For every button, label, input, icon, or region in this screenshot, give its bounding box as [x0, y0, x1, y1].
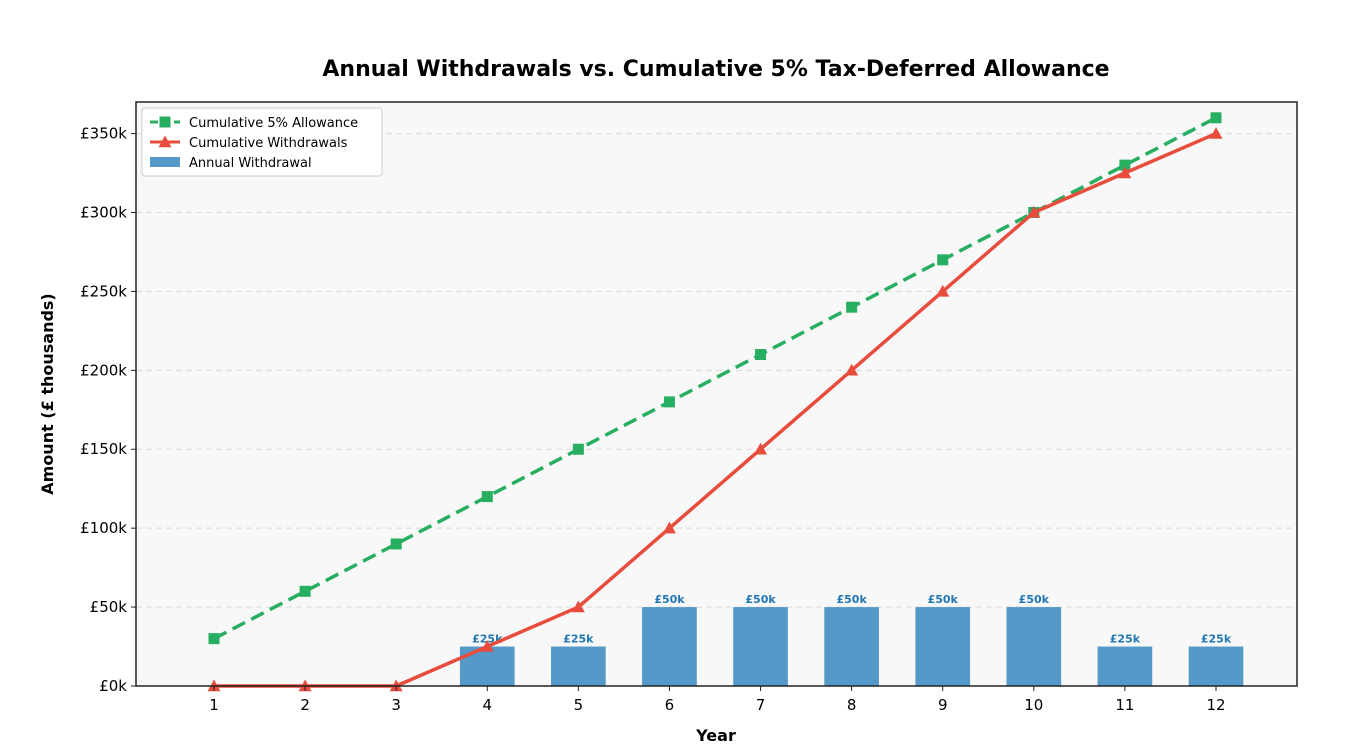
- cumulative-withdrawals-point: [480, 640, 494, 652]
- cumulative-5-allowance-point: [663, 396, 675, 408]
- cumulative-withdrawals-point: [1027, 205, 1041, 218]
- cumulative-5-allowance-point: [572, 443, 584, 455]
- x-tick-label: 5: [574, 696, 584, 714]
- cumulative-5-allowance-point: [208, 633, 220, 645]
- bar-value-label: £50k: [1019, 593, 1050, 606]
- bar-value-label: £50k: [836, 593, 867, 606]
- cumulative-withdrawals-point: [754, 442, 768, 455]
- cumulative-5-allowance-point: [1119, 159, 1131, 171]
- legend: Cumulative 5% Allowance Cumulative Withdr…: [141, 107, 383, 177]
- annual-withdrawal-bar: [1006, 607, 1062, 686]
- y-tick-label: £50k: [90, 598, 128, 616]
- annual-withdrawal-bar: [1188, 646, 1244, 686]
- y-tick-label: £100k: [80, 519, 127, 537]
- annual-withdrawal-bar: [824, 607, 879, 686]
- bar-value-label: £25k: [563, 633, 594, 646]
- x-tick-label: 4: [482, 696, 492, 714]
- cumulative-5-allowance-point: [1210, 112, 1222, 124]
- legend-label-cumulative-5-allowance: Cumulative 5% Allowance: [189, 116, 358, 131]
- legend-marker-cumulative-5-allowance: [159, 116, 171, 128]
- cumulative-5-allowance-point: [299, 585, 311, 597]
- x-tick-label: 1: [209, 696, 219, 714]
- y-tick-label: £0k: [99, 677, 127, 695]
- y-tick-label: £250k: [80, 282, 127, 300]
- x-tick-label: 6: [665, 696, 675, 714]
- x-tick-label: 3: [391, 696, 401, 714]
- bar-series: [459, 607, 1244, 686]
- annual-withdrawal-bar: [459, 646, 515, 686]
- cumulative-withdrawals-point: [845, 363, 859, 376]
- annual-withdrawal-bar: [642, 607, 697, 686]
- cumulative-withdrawals-point: [936, 284, 950, 297]
- cumulative-withdrawals-point: [1118, 166, 1132, 179]
- x-axis: 1 2 3 4 5 6 7 8 9 10 11 12: [209, 686, 1226, 714]
- x-tick-label: 10: [1024, 696, 1043, 714]
- x-tick-label: 8: [847, 696, 857, 714]
- cumulative-withdrawals-point: [1209, 127, 1223, 139]
- bar-value-label: £50k: [745, 593, 776, 606]
- bar-value-label: £50k: [654, 593, 685, 606]
- x-tick-label: 2: [300, 696, 310, 714]
- cumulative-5-allowance-point: [846, 301, 858, 313]
- bar-value-label: £50k: [928, 593, 959, 606]
- y-tick-label: £300k: [80, 203, 127, 221]
- y-tick-label: £350k: [80, 125, 127, 143]
- x-tick-label: 12: [1206, 696, 1225, 714]
- cumulative-withdrawals-point: [571, 600, 585, 613]
- cumulative-5-allowance-point: [937, 254, 949, 266]
- legend-label-cumulative-withdrawals: Cumulative Withdrawals: [189, 136, 348, 151]
- x-tick-label: 11: [1115, 696, 1134, 714]
- annual-withdrawal-bar: [551, 646, 606, 686]
- y-axis: £0k £50k £100k £150k £200k £250k £300k £350k: [80, 125, 136, 695]
- x-tick-label: 7: [756, 696, 766, 714]
- legend-marker-cumulative-withdrawals: [158, 135, 172, 148]
- bar-labels: £25k £25k£50k £50k £50k £50k £50k£25k £25k: [472, 593, 1232, 645]
- plot-area: [136, 102, 1297, 686]
- legend-box: [141, 107, 383, 177]
- y-axis-label: Amount (£ thousands): [38, 293, 57, 494]
- bar-value-label: £25k: [1110, 633, 1141, 646]
- legend-label-annual-withdrawal: Annual Withdrawal: [189, 156, 312, 171]
- y-tick-label: £150k: [80, 440, 127, 458]
- legend-swatch-annual-withdrawal: [150, 157, 180, 167]
- cumulative-5-allowance-point: [390, 538, 402, 550]
- chart-title: Annual Withdrawals vs. Cumulative 5% Tax…: [322, 57, 1109, 82]
- bar-value-label: £25k: [1201, 633, 1232, 646]
- y-tick-label: £200k: [80, 361, 127, 379]
- annual-withdrawal-bar: [1097, 646, 1153, 686]
- cumulative-5-allowance-point: [755, 349, 767, 361]
- x-tick-label: 9: [938, 696, 948, 714]
- x-axis-label: Year: [695, 726, 736, 745]
- annual-withdrawal-bar: [915, 607, 971, 686]
- plot-frame: [135, 101, 1298, 687]
- annual-withdrawal-bar: [733, 607, 788, 686]
- cumulative-withdrawals-point: [662, 521, 676, 534]
- cumulative-5-allowance-point: [481, 491, 493, 503]
